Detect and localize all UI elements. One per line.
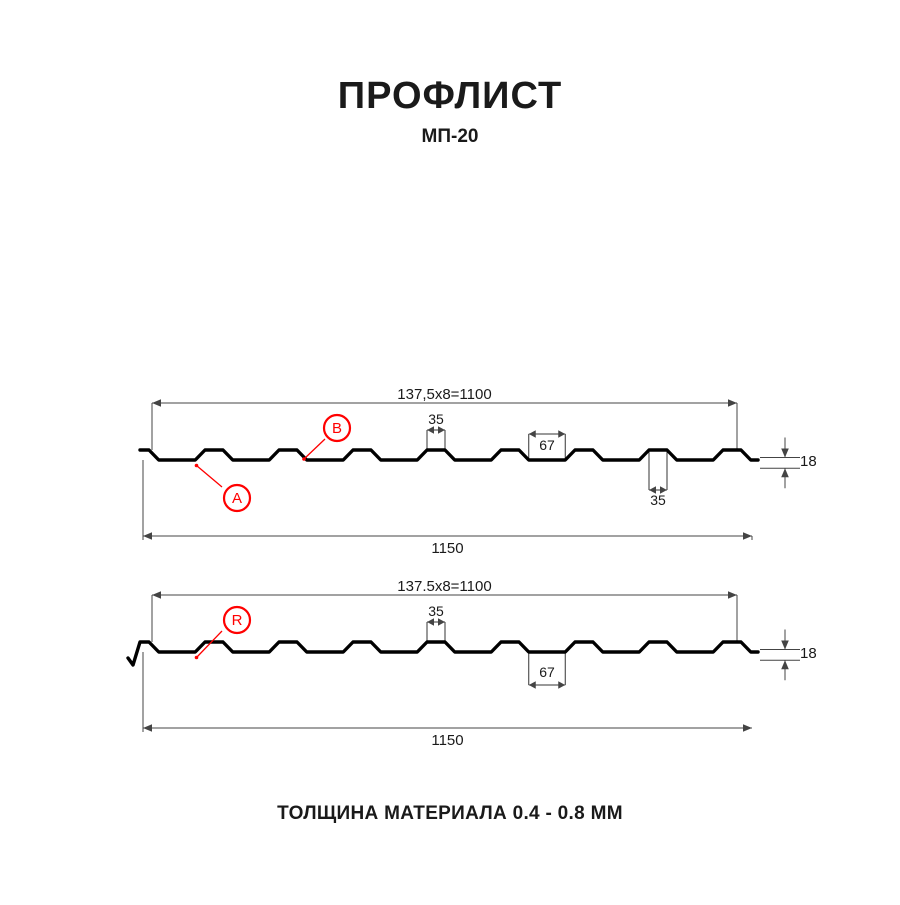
svg-text:ТОЛЩИНА МАТЕРИАЛА 0.4 - 0.8 ММ: ТОЛЩИНА МАТЕРИАЛА 0.4 - 0.8 ММ	[277, 803, 623, 824]
svg-text:18: 18	[800, 453, 817, 470]
svg-text:35: 35	[650, 492, 666, 508]
svg-text:35: 35	[428, 603, 444, 619]
svg-text:35: 35	[428, 411, 444, 427]
svg-text:ПРОФЛИСТ: ПРОФЛИСТ	[338, 75, 562, 117]
svg-text:137,5x8=1100: 137,5x8=1100	[397, 386, 491, 403]
svg-text:1150: 1150	[431, 540, 463, 557]
svg-text:137.5x8=1100: 137.5x8=1100	[397, 578, 491, 595]
svg-text:B: B	[332, 420, 342, 437]
svg-text:A: A	[232, 490, 242, 507]
svg-text:18: 18	[800, 645, 817, 662]
svg-text:МП-20: МП-20	[422, 126, 479, 147]
svg-text:R: R	[232, 612, 243, 629]
svg-text:67: 67	[539, 664, 555, 680]
svg-text:1150: 1150	[431, 732, 463, 749]
svg-text:67: 67	[539, 437, 555, 453]
